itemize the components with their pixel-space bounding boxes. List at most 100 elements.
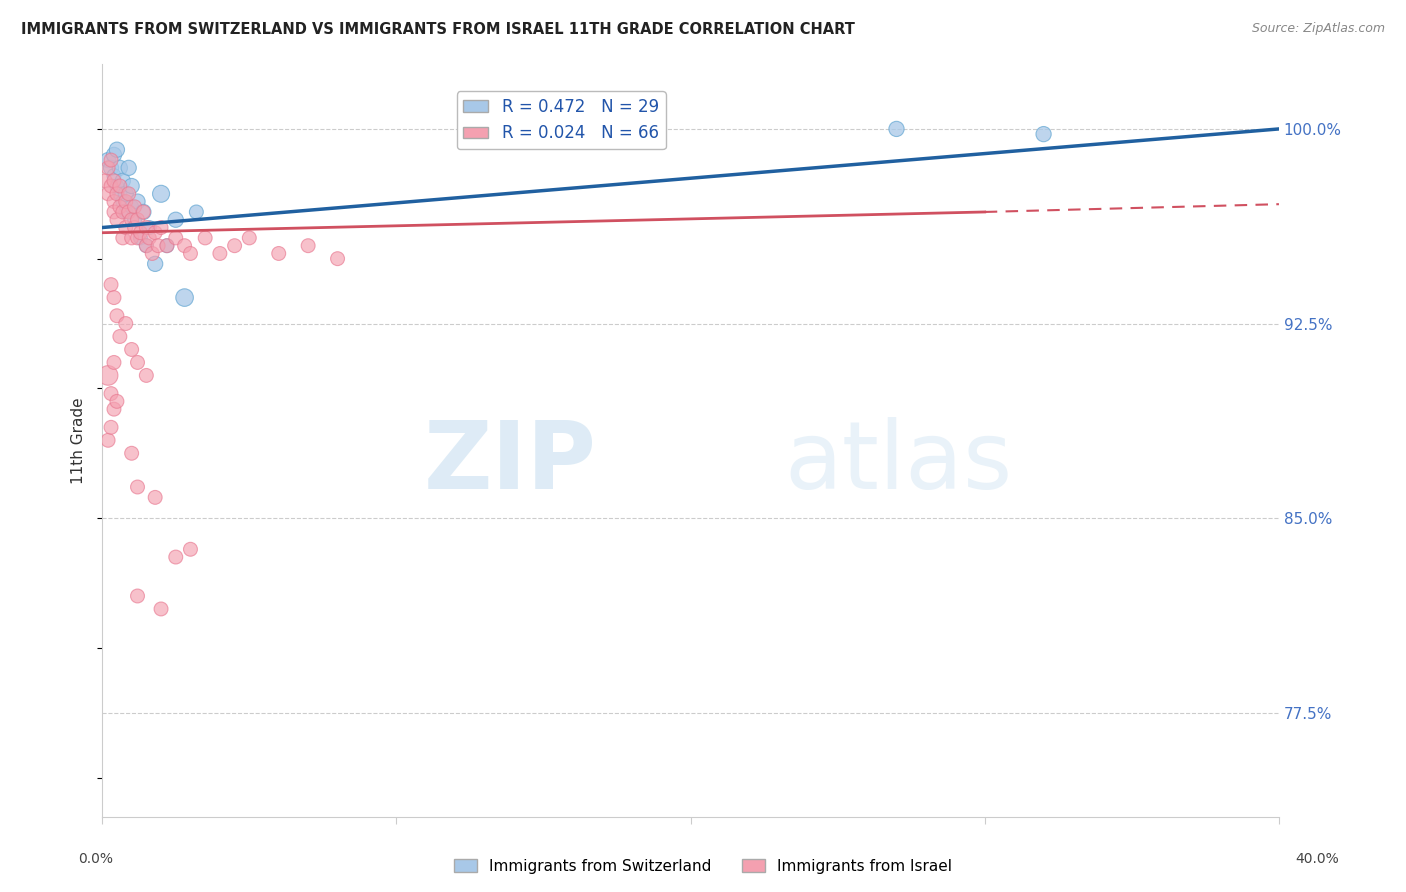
Point <box>150 220 173 235</box>
Point <box>127 480 149 494</box>
Point <box>105 212 128 227</box>
Point <box>146 238 169 252</box>
Point <box>105 179 128 194</box>
Point <box>94 174 117 188</box>
Point <box>121 212 143 227</box>
Text: 0.0%: 0.0% <box>79 853 112 866</box>
Point <box>135 368 157 383</box>
Point <box>100 179 122 194</box>
Point <box>105 309 128 323</box>
Point <box>224 238 246 252</box>
Point <box>103 205 125 219</box>
Point <box>208 246 231 260</box>
Point <box>100 277 122 292</box>
Point <box>127 212 149 227</box>
Point <box>121 231 143 245</box>
Point <box>165 212 187 227</box>
Point <box>97 434 120 448</box>
Point <box>100 161 122 175</box>
Point <box>194 231 217 245</box>
Point <box>143 491 166 505</box>
Point <box>165 550 187 565</box>
Point <box>111 231 134 245</box>
Point <box>111 174 134 188</box>
Point <box>138 220 160 235</box>
Point <box>165 231 187 245</box>
Text: IMMIGRANTS FROM SWITZERLAND VS IMMIGRANTS FROM ISRAEL 11TH GRADE CORRELATION CHA: IMMIGRANTS FROM SWITZERLAND VS IMMIGRANT… <box>21 22 855 37</box>
Point <box>97 153 120 167</box>
Point <box>135 238 157 252</box>
Point <box>105 394 128 409</box>
Point <box>103 169 125 183</box>
Point <box>132 205 155 219</box>
Text: 40.0%: 40.0% <box>1295 853 1340 866</box>
Text: atlas: atlas <box>785 417 1012 508</box>
Point <box>100 420 122 434</box>
Point <box>97 368 120 383</box>
Point <box>124 220 146 235</box>
Point <box>97 186 120 201</box>
Point <box>179 246 201 260</box>
Point <box>135 238 157 252</box>
Point <box>179 542 201 557</box>
Point <box>118 161 141 175</box>
Point <box>150 602 173 616</box>
Point <box>105 143 128 157</box>
Point <box>132 205 155 219</box>
Point <box>267 246 290 260</box>
Point <box>108 186 131 201</box>
Point <box>100 153 122 167</box>
Point <box>326 252 349 266</box>
Point <box>121 446 143 460</box>
Point <box>103 148 125 162</box>
Legend: R = 0.472   N = 29, R = 0.024   N = 66: R = 0.472 N = 29, R = 0.024 N = 66 <box>457 91 665 149</box>
Point <box>114 205 136 219</box>
Point <box>173 291 195 305</box>
Point <box>124 200 146 214</box>
Point <box>156 238 179 252</box>
Point <box>121 200 143 214</box>
Point <box>111 194 134 209</box>
Point <box>121 343 143 357</box>
Point <box>1032 127 1054 141</box>
Point <box>124 212 146 227</box>
Point <box>105 186 128 201</box>
Y-axis label: 11th Grade: 11th Grade <box>72 397 86 483</box>
Point <box>108 200 131 214</box>
Legend: Immigrants from Switzerland, Immigrants from Israel: Immigrants from Switzerland, Immigrants … <box>447 853 959 880</box>
Point <box>103 194 125 209</box>
Point <box>129 226 152 240</box>
Point <box>108 161 131 175</box>
Point <box>114 194 136 209</box>
Point <box>150 186 173 201</box>
Point <box>127 231 149 245</box>
Text: Source: ZipAtlas.com: Source: ZipAtlas.com <box>1251 22 1385 36</box>
Point <box>138 231 160 245</box>
Point <box>135 220 157 235</box>
Point <box>103 291 125 305</box>
Point <box>141 246 163 260</box>
Point <box>156 238 179 252</box>
Point <box>114 186 136 201</box>
Point <box>100 386 122 401</box>
Point <box>886 122 908 136</box>
Point <box>143 257 166 271</box>
Point <box>127 194 149 209</box>
Point <box>103 174 125 188</box>
Point <box>114 317 136 331</box>
Point <box>118 205 141 219</box>
Point <box>186 205 208 219</box>
Point <box>129 231 152 245</box>
Point <box>111 205 134 219</box>
Text: ZIP: ZIP <box>423 417 596 508</box>
Point <box>143 226 166 240</box>
Point <box>108 179 131 194</box>
Point <box>297 238 319 252</box>
Point <box>127 589 149 603</box>
Point <box>103 355 125 369</box>
Point <box>103 402 125 417</box>
Point <box>108 329 131 343</box>
Point <box>173 238 195 252</box>
Point <box>127 355 149 369</box>
Point <box>121 179 143 194</box>
